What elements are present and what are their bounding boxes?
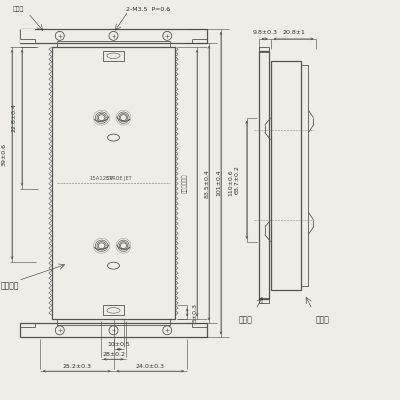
Text: 83.5±0.4: 83.5±0.4 <box>204 169 210 198</box>
Bar <box>57 319 170 325</box>
Bar <box>57 41 170 47</box>
Bar <box>102 51 124 61</box>
Text: ボディ: ボディ <box>316 315 329 324</box>
Text: パナソニック: パナソニック <box>182 173 188 193</box>
Text: 39±0.6: 39±0.6 <box>2 143 6 166</box>
Text: 110±0.6: 110±0.6 <box>228 170 233 196</box>
Bar <box>20 29 35 43</box>
Text: 9.8±0.3: 9.8±0.3 <box>252 30 277 35</box>
Text: 取付枸: 取付枸 <box>13 6 24 12</box>
Bar <box>102 306 124 315</box>
Text: 28±0.2: 28±0.2 <box>102 352 125 357</box>
Text: 20.8±1: 20.8±1 <box>282 30 305 35</box>
Bar <box>259 51 269 300</box>
Text: 22.8±0.4: 22.8±0.4 <box>12 103 16 132</box>
Bar <box>259 298 269 304</box>
Text: 2-M3.5  P=0.6: 2-M3.5 P=0.6 <box>126 6 170 12</box>
Text: 10±0.5: 10±0.5 <box>108 342 130 347</box>
Text: CPROE JET: CPROE JET <box>106 176 131 181</box>
Bar <box>20 29 207 43</box>
Text: カバー: カバー <box>239 315 253 324</box>
Text: 68.7±0.2: 68.7±0.2 <box>234 166 239 194</box>
Bar <box>20 323 207 337</box>
Bar <box>300 65 308 286</box>
Bar <box>271 61 300 290</box>
Text: 24.0±0.3: 24.0±0.3 <box>136 364 165 369</box>
Text: 25.2±0.3: 25.2±0.3 <box>62 364 91 369</box>
Text: 101±0.4: 101±0.4 <box>216 170 222 196</box>
Bar <box>52 47 175 319</box>
Text: 15A125V: 15A125V <box>90 176 114 181</box>
Bar <box>259 47 269 52</box>
Text: 5±0.3: 5±0.3 <box>192 303 198 322</box>
Text: 刃受ばね: 刃受ばね <box>1 281 19 290</box>
